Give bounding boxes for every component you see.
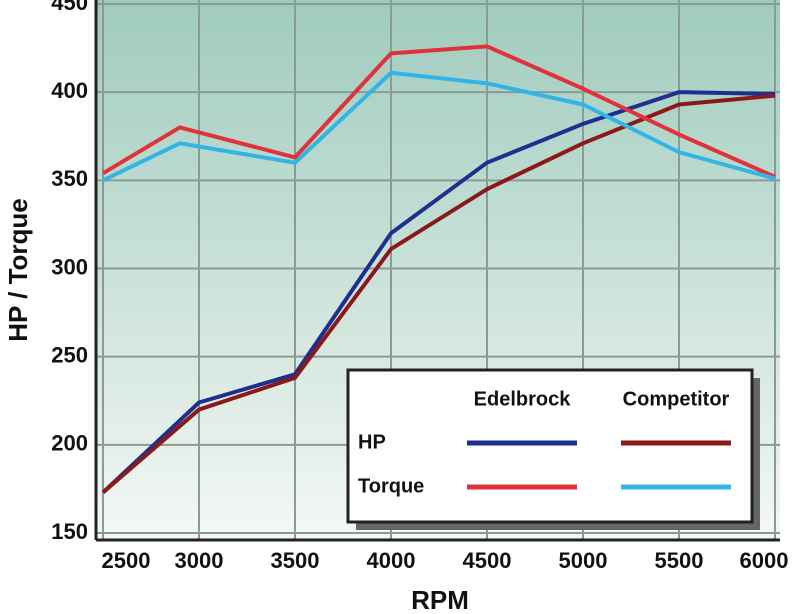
x-tick-label: 6000 [740, 548, 789, 573]
x-tick-label: 2500 [102, 548, 151, 573]
series-line [101, 93, 776, 494]
series-line [102, 70, 776, 183]
y-tick-label: 250 [51, 342, 88, 367]
y-tick-label: 150 [51, 519, 88, 544]
legend-box [346, 368, 754, 524]
x-tick-label: 5000 [559, 548, 608, 573]
x-tick-label: 3500 [271, 548, 320, 573]
x-axis-title: RPM [411, 585, 469, 614]
legend-row: Torque [358, 475, 424, 497]
x-tick-label: 4000 [367, 548, 416, 573]
x-tick-label: 4500 [463, 548, 512, 573]
series-line [101, 90, 776, 494]
y-tick-label: 450 [51, 0, 88, 15]
legend-row: HP [358, 431, 386, 453]
y-tick-label: 300 [51, 254, 88, 279]
series-line [101, 44, 776, 179]
y-axis-title: HP / Torque [3, 198, 33, 342]
legend-column: Competitor [623, 388, 730, 410]
y-tick-label: 350 [51, 166, 88, 191]
x-tick-label: 3000 [175, 548, 224, 573]
x-tick-label: 5500 [655, 548, 704, 573]
legend-column: Edelbrock [474, 388, 572, 410]
y-tick-label: 200 [51, 431, 88, 456]
y-tick-label: 400 [51, 78, 88, 103]
